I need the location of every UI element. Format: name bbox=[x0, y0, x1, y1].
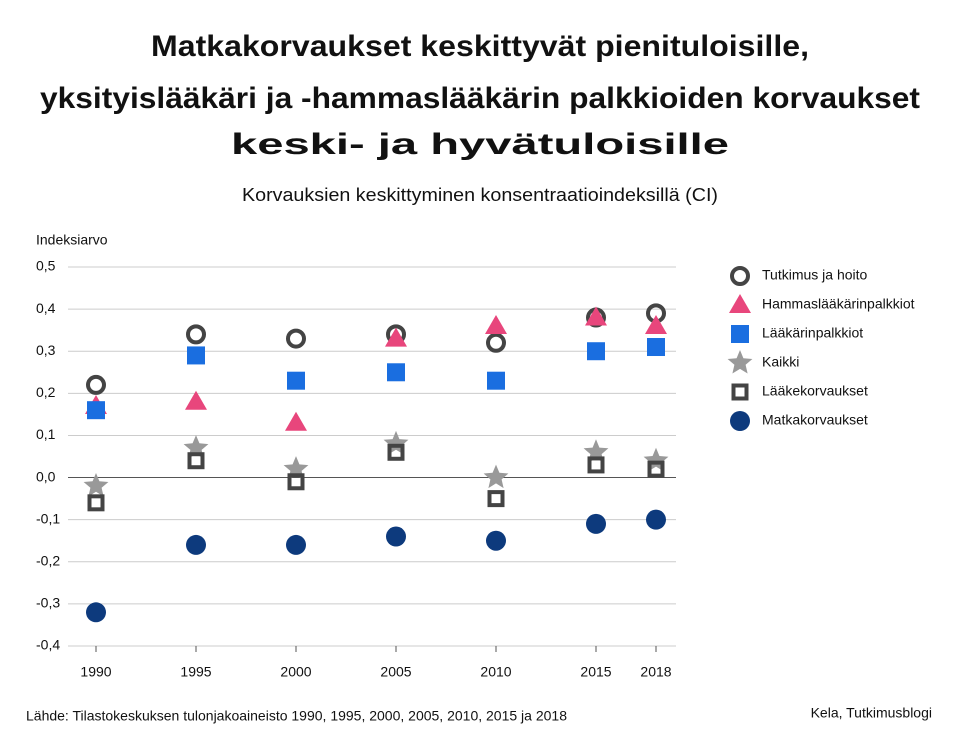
point bbox=[186, 534, 206, 555]
point bbox=[387, 363, 405, 382]
x-tick-label: 1990 bbox=[80, 664, 111, 680]
legend-marker bbox=[731, 383, 749, 401]
x-tick-label: 2005 bbox=[380, 664, 411, 680]
legend-marker bbox=[731, 325, 749, 343]
y-tick-label: 0,3 bbox=[36, 342, 56, 358]
legend-label: Hammaslääkärinpalkkiot bbox=[762, 296, 915, 312]
point bbox=[287, 371, 305, 390]
point bbox=[485, 314, 507, 334]
point bbox=[185, 390, 207, 410]
point bbox=[587, 342, 605, 361]
legend-label: Kaikki bbox=[762, 354, 799, 370]
legend-label: Lääkekorvaukset bbox=[762, 383, 868, 399]
point bbox=[645, 314, 667, 334]
x-tick-label: 2000 bbox=[280, 664, 311, 680]
credit: Kela, Tutkimusblogi bbox=[811, 705, 932, 721]
point bbox=[83, 473, 109, 497]
point bbox=[487, 371, 505, 390]
source: Lähde: Tilastokeskuksen tulonjakoaineist… bbox=[26, 708, 567, 724]
point bbox=[486, 530, 506, 551]
point bbox=[647, 460, 665, 478]
point bbox=[486, 332, 506, 353]
y-tick-label: -0,4 bbox=[36, 637, 60, 653]
point bbox=[86, 602, 106, 623]
legend-marker bbox=[730, 266, 750, 286]
chart-subtitle: Korvauksien keskittyminen konsentraatioi… bbox=[242, 185, 718, 205]
x-tick-label: 2018 bbox=[640, 664, 671, 680]
y-tick-label: 0,0 bbox=[36, 468, 56, 484]
y-tick-label: -0,1 bbox=[36, 510, 60, 526]
chart-title: Matkakorvaukset keskittyvät pienituloisi… bbox=[151, 30, 809, 63]
legend-marker bbox=[727, 350, 753, 374]
point bbox=[383, 430, 409, 455]
point bbox=[87, 401, 105, 420]
x-tick-label: 2010 bbox=[480, 664, 511, 680]
point bbox=[285, 411, 307, 431]
legend-label: Matkakorvaukset bbox=[762, 412, 868, 428]
point bbox=[86, 374, 106, 395]
point bbox=[287, 473, 305, 491]
y-tick-label: 0,5 bbox=[36, 258, 56, 274]
point bbox=[487, 490, 505, 508]
point bbox=[187, 346, 205, 365]
y-tick-label: 0,1 bbox=[36, 426, 56, 442]
legend-marker bbox=[729, 294, 751, 313]
point bbox=[385, 327, 407, 347]
chart-title: keski- ja hyvätuloisille bbox=[231, 128, 729, 161]
x-tick-label: 2015 bbox=[580, 664, 611, 680]
y-tick-label: -0,2 bbox=[36, 552, 60, 568]
point bbox=[387, 443, 405, 461]
chart-title: yksityislääkäri ja -hammaslääkärin palkk… bbox=[40, 82, 920, 115]
point bbox=[643, 447, 669, 472]
point bbox=[286, 328, 306, 349]
y-axis-label: Indeksiarvo bbox=[36, 232, 108, 248]
point bbox=[87, 494, 105, 512]
point bbox=[646, 509, 666, 530]
y-tick-label: -0,3 bbox=[36, 595, 60, 611]
point bbox=[286, 534, 306, 555]
point bbox=[587, 456, 605, 474]
legend-label: Tutkimus ja hoito bbox=[762, 267, 868, 283]
legend-marker bbox=[730, 411, 750, 431]
point bbox=[186, 324, 206, 345]
point bbox=[187, 452, 205, 470]
point bbox=[483, 464, 509, 489]
point bbox=[647, 338, 665, 357]
point bbox=[386, 526, 406, 547]
point bbox=[585, 306, 607, 326]
y-tick-label: 0,2 bbox=[36, 384, 56, 400]
y-tick-label: 0,4 bbox=[36, 300, 56, 316]
x-tick-label: 1995 bbox=[180, 664, 211, 680]
point bbox=[586, 513, 606, 534]
legend-label: Lääkärinpalkkiot bbox=[762, 325, 863, 341]
